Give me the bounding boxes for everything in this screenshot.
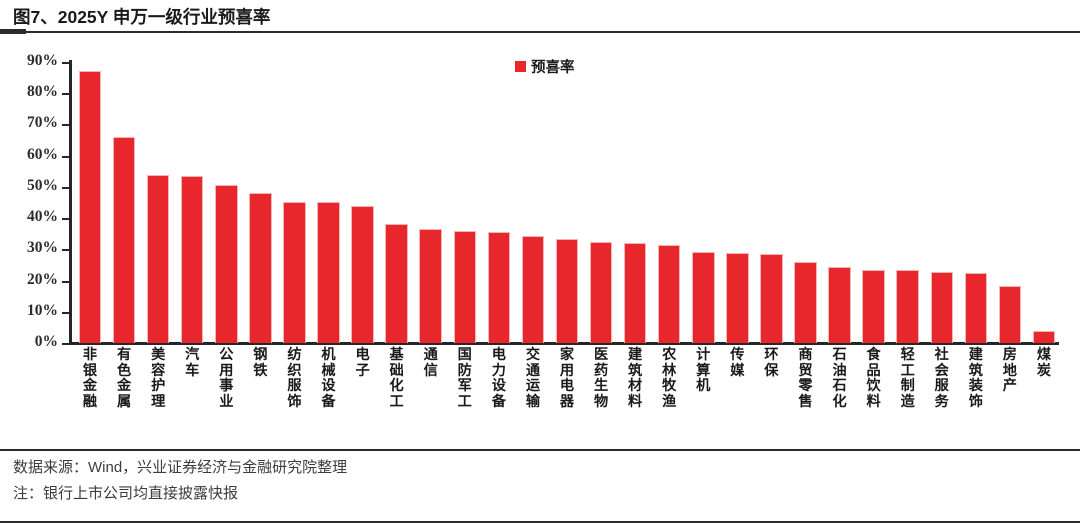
bar-公用事业: [215, 185, 238, 343]
y-axis-tick: [62, 93, 70, 96]
y-axis-tick-label: 60%: [27, 145, 58, 163]
bar-石油石化: [828, 267, 851, 343]
bar-环保: [760, 254, 783, 343]
bar-传媒: [726, 252, 749, 343]
y-axis-tick: [62, 249, 70, 252]
footer-note: 注：银行上市公司均直接披露快报: [13, 485, 239, 502]
bar-电子: [351, 205, 374, 343]
x-axis-category-label: 轻工制造: [900, 347, 915, 410]
x-axis-category-label: 电子: [355, 347, 370, 379]
y-axis-tick-label: 50%: [27, 176, 58, 194]
footer-divider: [0, 449, 1080, 451]
bar-建筑材料: [623, 243, 647, 343]
x-axis-category-label: 农林牧渔: [662, 347, 677, 410]
x-axis-category-label: 石油石化: [832, 347, 847, 410]
y-axis-tick-label: 40%: [27, 208, 58, 226]
y-axis-tick: [62, 155, 70, 158]
y-axis-tick-label: 20%: [27, 270, 58, 288]
y-axis-labels: 90% 80% 70% 60% 50% 40% 30% 20% 10% 0%: [0, 33, 62, 442]
bottom-divider: [0, 521, 1080, 523]
bar-建筑装饰: [964, 273, 988, 343]
y-axis-tick: [62, 186, 70, 189]
x-axis-category-label: 电力设备: [491, 347, 506, 410]
y-axis-tick-label: 30%: [27, 239, 58, 257]
legend-square-marker-icon: [515, 61, 526, 72]
x-axis-category-label: 环保: [764, 347, 779, 379]
bar-电力设备: [487, 231, 511, 343]
x-axis-category-label: 通信: [423, 347, 438, 379]
bar-非银金融: [78, 70, 102, 343]
x-axis-category-label: 机械设备: [321, 347, 336, 410]
y-axis-tick: [62, 124, 70, 127]
bar-轻工制造: [896, 270, 919, 343]
bar-series: [73, 62, 1061, 343]
bar-通信: [419, 229, 442, 343]
bar-纺织服饰: [283, 201, 306, 343]
x-axis-category-label: 医药生物: [593, 347, 609, 410]
x-axis-category-label: 传媒: [730, 347, 745, 379]
bar-机械设备: [317, 201, 340, 343]
bar-汽车: [180, 175, 204, 343]
y-axis-tick: [62, 343, 70, 345]
bar-国防军工: [453, 230, 477, 343]
figure-footer: 数据来源：Wind，兴业证券经济与金融研究院整理 注：银行上市公司均直接披露快报: [13, 455, 1063, 507]
x-axis-category-label: 煤炭: [1036, 347, 1052, 379]
bar-美容护理: [146, 175, 170, 343]
x-axis-category-label: 交通运输: [525, 347, 541, 410]
bar-基础化工: [385, 224, 408, 343]
header-divider-accent: [0, 29, 26, 34]
bar-家用电器: [555, 239, 579, 343]
y-axis-tick-label: 10%: [27, 301, 58, 319]
y-axis-tick-label: 80%: [27, 83, 58, 101]
bar-商贸零售: [794, 261, 817, 343]
y-axis-tick-label: 0%: [34, 333, 58, 350]
page-title: 图7、2025Y 申万一级行业预喜率: [13, 7, 271, 27]
x-axis-category-label: 食品饮料: [866, 347, 881, 410]
bar-有色金属: [112, 136, 136, 343]
x-axis-category-label: 美容护理: [151, 347, 166, 410]
bar-社会服务: [930, 272, 953, 343]
bar-计算机: [692, 252, 715, 343]
legend-label: 预喜率: [531, 60, 575, 76]
y-axis-line: [69, 60, 72, 345]
y-axis-tick: [62, 218, 70, 221]
footer-source: 数据来源：Wind，兴业证券经济与金融研究院整理: [13, 459, 348, 476]
y-axis-tick-label: 90%: [27, 52, 58, 69]
x-axis-category-label: 房地产: [1002, 347, 1017, 395]
x-axis-line: [69, 342, 1059, 345]
x-axis-category-label: 建筑装饰: [968, 347, 983, 410]
chart-legend: 预喜率: [515, 56, 575, 77]
x-axis-category-label: 纺织服饰: [287, 347, 302, 410]
x-axis-category-label: 非银金融: [82, 347, 98, 410]
x-axis-category-labels: 非银金融 有色金属 美容护理 汽车 公用事业 钢铁 纺织服饰 机械设备 电子 基础化工 通信 国防军工…: [73, 347, 1061, 444]
bar-医药生物: [589, 242, 613, 343]
x-axis-category-label: 公用事业: [219, 347, 234, 410]
y-axis-tick: [62, 311, 70, 314]
header-divider: [0, 31, 1080, 33]
chart-area: 90% 80% 70% 60% 50% 40% 30% 20% 10% 0% 预喜率 非银金融 有色…: [0, 33, 1080, 442]
x-axis-category-label: 有色金属: [116, 347, 132, 410]
bar-钢铁: [249, 193, 272, 343]
x-axis-category-label: 建筑材料: [628, 347, 643, 410]
x-axis-category-label: 汽车: [185, 347, 200, 379]
x-axis-category-label: 钢铁: [253, 347, 268, 379]
y-axis-tick-label: 70%: [27, 114, 58, 132]
y-axis-tick: [62, 62, 70, 64]
bar-煤炭: [1032, 330, 1056, 343]
y-axis-tick: [62, 280, 70, 283]
x-axis-category-label: 家用电器: [559, 347, 575, 410]
x-axis-category-label: 计算机: [696, 347, 711, 395]
bar-房地产: [998, 285, 1022, 343]
bar-农林牧渔: [657, 245, 681, 343]
bar-食品饮料: [862, 269, 885, 343]
bar-交通运输: [521, 235, 545, 343]
figure-title-bar: 图7、2025Y 申万一级行业预喜率: [0, 0, 1080, 33]
x-axis-category-label: 国防军工: [457, 347, 472, 410]
x-axis-category-label: 商贸零售: [798, 347, 813, 410]
x-axis-category-label: 社会服务: [934, 347, 949, 410]
x-axis-category-label: 基础化工: [389, 347, 404, 410]
